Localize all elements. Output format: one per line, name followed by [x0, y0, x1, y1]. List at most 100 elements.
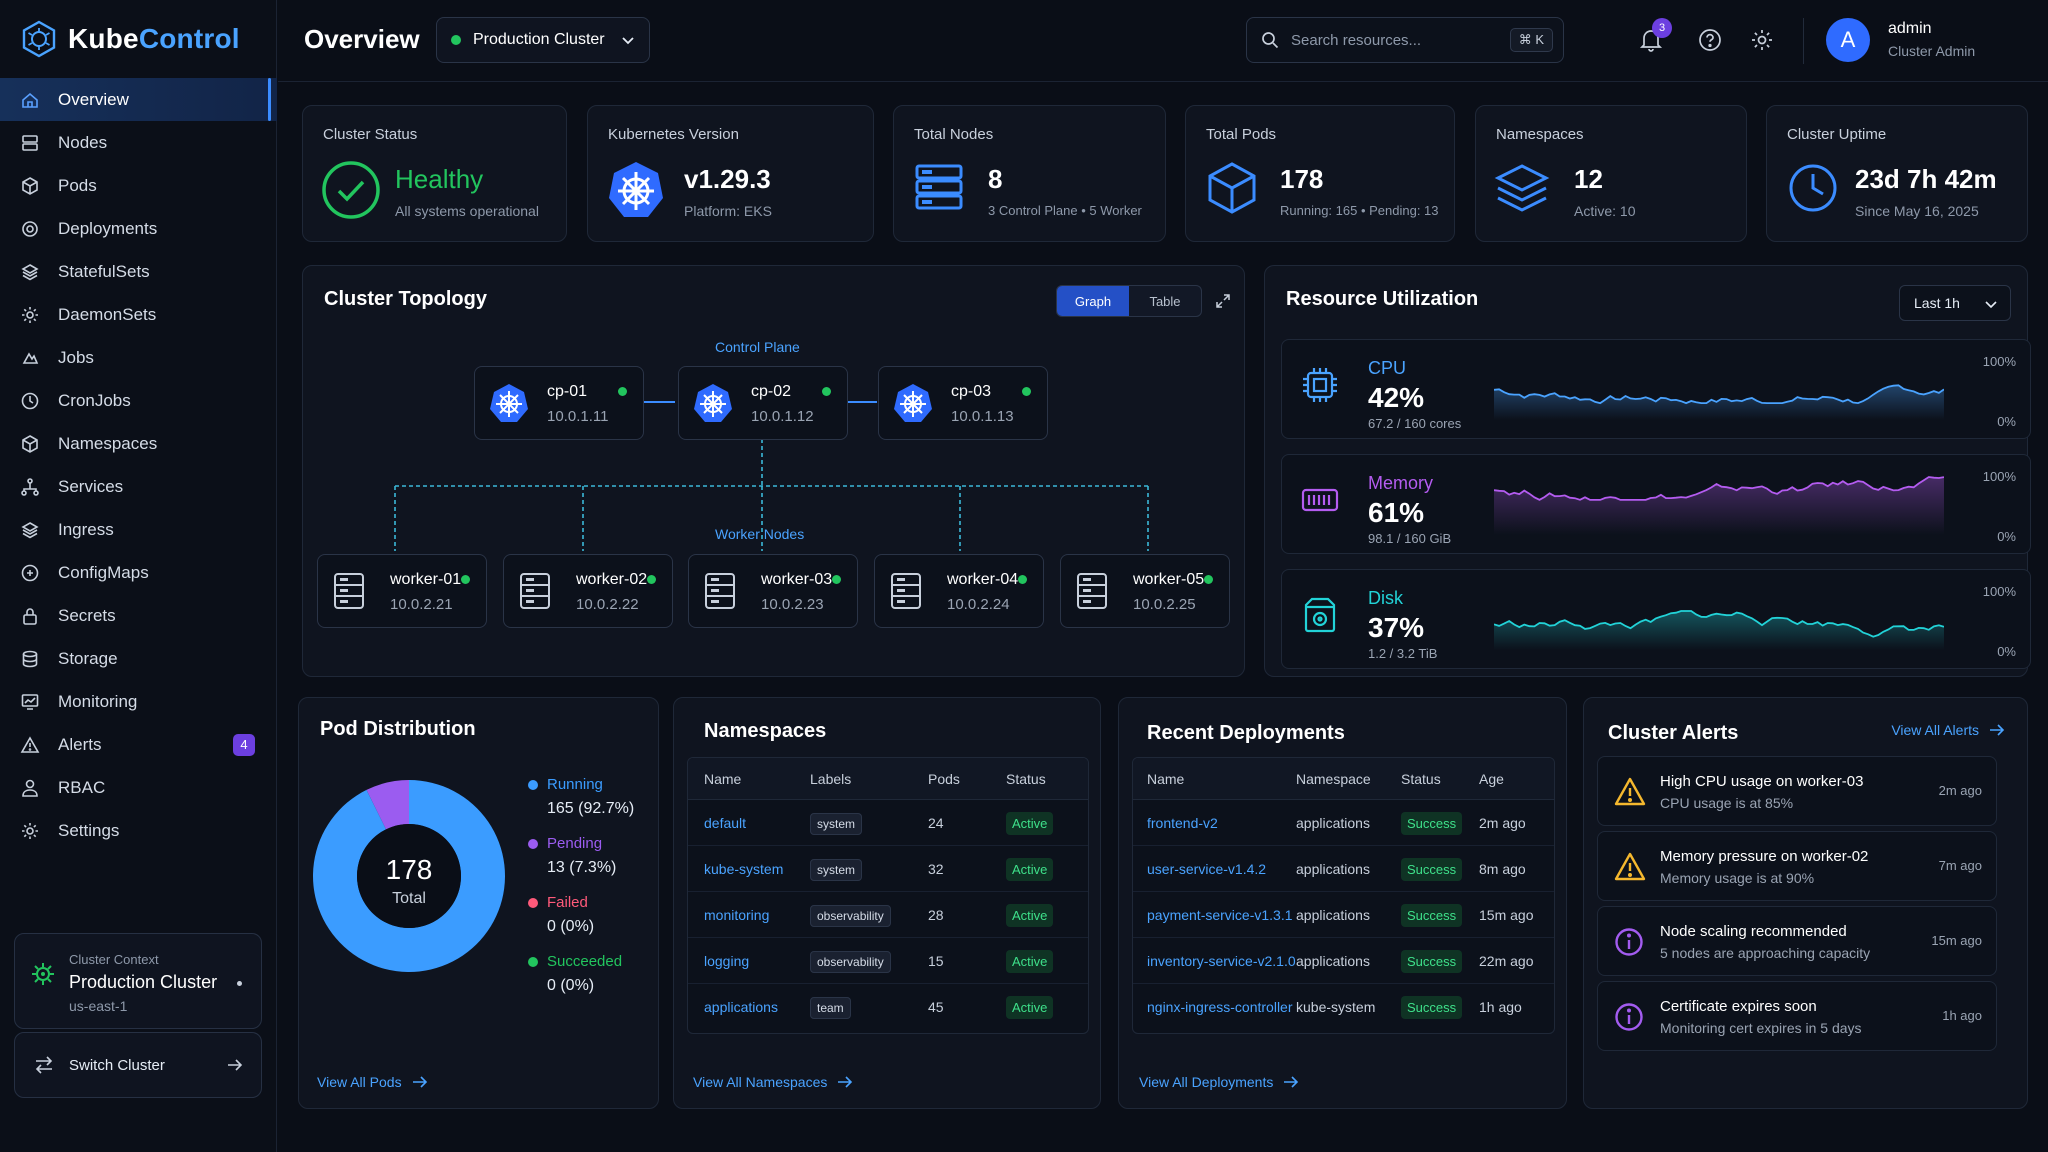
- switch-cluster-button[interactable]: Switch Cluster: [14, 1032, 262, 1098]
- alert-detail: Monitoring cert expires in 5 days: [1660, 1020, 1862, 1036]
- sidebar-item-pods[interactable]: Pods: [0, 164, 277, 207]
- donut-slice-running[interactable]: [312, 780, 505, 972]
- app-logo[interactable]: KubeControl: [20, 18, 240, 60]
- notification-count: 3: [1652, 18, 1672, 38]
- alert-item[interactable]: High CPU usage on worker-03 CPU usage is …: [1597, 756, 1997, 826]
- table-row[interactable]: user-service-v1.4.2 applications Success 8m…: [1133, 846, 1554, 892]
- view-graph-button[interactable]: Graph: [1057, 286, 1129, 316]
- sidebar-item-rbac[interactable]: RBAC: [0, 766, 277, 809]
- sidebar-item-label: Secrets: [58, 605, 116, 625]
- sidebar-item-overview[interactable]: Overview: [0, 78, 277, 121]
- sidebar-item-label: StatefulSets: [58, 261, 150, 281]
- cluster-selector[interactable]: Production Cluster: [436, 17, 650, 63]
- view-all-deployments-link[interactable]: View All Deployments: [1139, 1074, 1299, 1090]
- avatar[interactable]: A: [1826, 18, 1870, 62]
- table-row[interactable]: payment-service-v1.3.1 applications Succes…: [1133, 892, 1554, 938]
- context-region: us-east-1: [69, 998, 128, 1014]
- disk-sparkline: [1494, 610, 1944, 650]
- view-toggle: Graph Table: [1056, 285, 1202, 317]
- namespace-name-link[interactable]: logging: [704, 952, 750, 969]
- sidebar-item-cronjobs[interactable]: CronJobs: [0, 379, 277, 422]
- table-row[interactable]: frontend-v2 applications Success 2m ago: [1133, 800, 1554, 846]
- alert-item[interactable]: Node scaling recommended 5 nodes are appr…: [1597, 906, 1997, 976]
- table-row[interactable]: nginx-ingress-controller kube-system Succe…: [1133, 984, 1554, 1030]
- cluster-context-card[interactable]: Cluster Context Production Cluster us-ea…: [14, 933, 262, 1029]
- worker-node-worker-05[interactable]: worker-05 10.0.2.25: [1060, 554, 1230, 628]
- sidebar-item-daemonsets[interactable]: DaemonSets: [0, 293, 277, 336]
- legend-value: 165 (92.7%): [547, 800, 635, 817]
- worker-node-worker-03[interactable]: worker-03 10.0.2.23: [688, 554, 858, 628]
- sidebar-item-configmaps[interactable]: ConfigMaps: [0, 551, 277, 594]
- time-range-select[interactable]: Last 1h: [1899, 285, 2011, 321]
- alert-item[interactable]: Memory pressure on worker-02 Memory usage…: [1597, 831, 1997, 901]
- table-row[interactable]: logging observability 15 Active: [688, 938, 1088, 984]
- alert-item[interactable]: Certificate expires soon Monitoring cert …: [1597, 981, 1997, 1051]
- expand-icon[interactable]: [1215, 293, 1231, 309]
- table-row[interactable]: inventory-service-v2.1.0 applications Succ…: [1133, 938, 1554, 984]
- sidebar-item-alerts[interactable]: Alerts 4: [0, 723, 277, 766]
- sidebar-item-namespaces[interactable]: Namespaces: [0, 422, 277, 465]
- worker-node-worker-02[interactable]: worker-02 10.0.2.22: [503, 554, 673, 628]
- namespace-name-link[interactable]: monitoring: [704, 906, 770, 923]
- info-icon: [1615, 1003, 1643, 1031]
- deployment-name-link[interactable]: payment-service-v1.3.1: [1147, 906, 1293, 923]
- sidebar-item-settings[interactable]: Settings: [0, 809, 277, 852]
- node-name: cp-01: [547, 383, 588, 400]
- deployment-name-link[interactable]: user-service-v1.4.2: [1147, 860, 1267, 877]
- view-table-button[interactable]: Table: [1149, 293, 1181, 309]
- axis-min-label: 0%: [1997, 644, 2016, 659]
- sidebar-item-secrets[interactable]: Secrets: [0, 594, 277, 637]
- node-status-dot: [822, 387, 831, 396]
- view-all-pods-link[interactable]: View All Pods: [317, 1074, 428, 1090]
- kubernetes-icon: [894, 384, 932, 422]
- sidebar-item-nodes[interactable]: Nodes: [0, 121, 277, 164]
- view-all-alerts-link[interactable]: View All Alerts: [1891, 722, 2005, 738]
- deployment-age: 8m ago: [1479, 860, 1526, 877]
- deployment-name-link[interactable]: inventory-service-v2.1.0: [1147, 952, 1296, 969]
- alert-age: 15m ago: [1931, 933, 1982, 948]
- control-plane-node-cp-02[interactable]: cp-02 10.0.1.12: [678, 366, 848, 440]
- alert-title: Memory pressure on worker-02: [1660, 848, 1869, 865]
- user-name[interactable]: admin: [1888, 20, 1932, 37]
- deployment-name-link[interactable]: nginx-ingress-controller: [1147, 999, 1293, 1015]
- arrow-right-icon: [838, 1076, 853, 1088]
- stat-title: Namespaces: [1496, 126, 1584, 143]
- status-badge: Success: [1401, 996, 1463, 1019]
- help-icon[interactable]: [1698, 28, 1722, 52]
- topology-connections: [394, 401, 1149, 551]
- database-icon: [22, 650, 38, 667]
- worker-node-worker-01[interactable]: worker-01 10.0.2.21: [317, 554, 487, 628]
- sidebar-item-ingress[interactable]: Ingress: [0, 508, 277, 551]
- namespace-name-link[interactable]: applications: [704, 999, 778, 1015]
- search-input[interactable]: Search resources... ⌘ K: [1246, 17, 1564, 63]
- sidebar-item-jobs[interactable]: Jobs: [0, 336, 277, 379]
- table-row[interactable]: applications team 45 Active: [688, 984, 1088, 1030]
- sidebar-item-services[interactable]: Services: [0, 465, 277, 508]
- resource-row-disk: Disk 37% 1.2 / 3.2 TiB 100% 0%: [1281, 569, 2031, 669]
- namespace-name-link[interactable]: kube-system: [704, 860, 784, 877]
- swap-icon: [35, 1056, 53, 1074]
- stat-title: Cluster Uptime: [1787, 126, 1887, 143]
- deployment-name-link[interactable]: frontend-v2: [1147, 814, 1218, 831]
- axis-min-label: 0%: [1997, 529, 2016, 544]
- control-plane-node-cp-01[interactable]: cp-01 10.0.1.11: [474, 366, 644, 440]
- control-plane-node-cp-03[interactable]: cp-03 10.0.1.13: [878, 366, 1048, 440]
- worker-node-worker-04[interactable]: worker-04 10.0.2.24: [874, 554, 1044, 628]
- cpu-sparkline: [1494, 384, 1944, 420]
- sidebar-item-monitoring[interactable]: Monitoring: [0, 680, 277, 723]
- namespace-name-link[interactable]: default: [704, 814, 747, 831]
- table-row[interactable]: monitoring observability 28 Active: [688, 892, 1088, 938]
- sidebar-item-storage[interactable]: Storage: [0, 637, 277, 680]
- sidebar-item-label: ConfigMaps: [58, 562, 149, 582]
- resource-percent: 61%: [1368, 497, 1425, 528]
- sidebar-item-statefulsets[interactable]: StatefulSets: [0, 250, 277, 293]
- resource-utilization-panel: Resource Utilization Last 1h CPU 42% 67.2 …: [1264, 265, 2031, 677]
- sidebar-item-deployments[interactable]: Deployments: [0, 207, 277, 250]
- donut-slice-pending[interactable]: [366, 780, 409, 830]
- view-all-alerts-label: View All Alerts: [1891, 722, 1979, 738]
- view-all-namespaces-link[interactable]: View All Namespaces: [693, 1074, 853, 1090]
- home-icon: [22, 92, 38, 108]
- gear-icon[interactable]: [1750, 28, 1774, 52]
- table-row[interactable]: kube-system system 32 Active: [688, 846, 1088, 892]
- table-row[interactable]: default system 24 Active: [688, 800, 1088, 846]
